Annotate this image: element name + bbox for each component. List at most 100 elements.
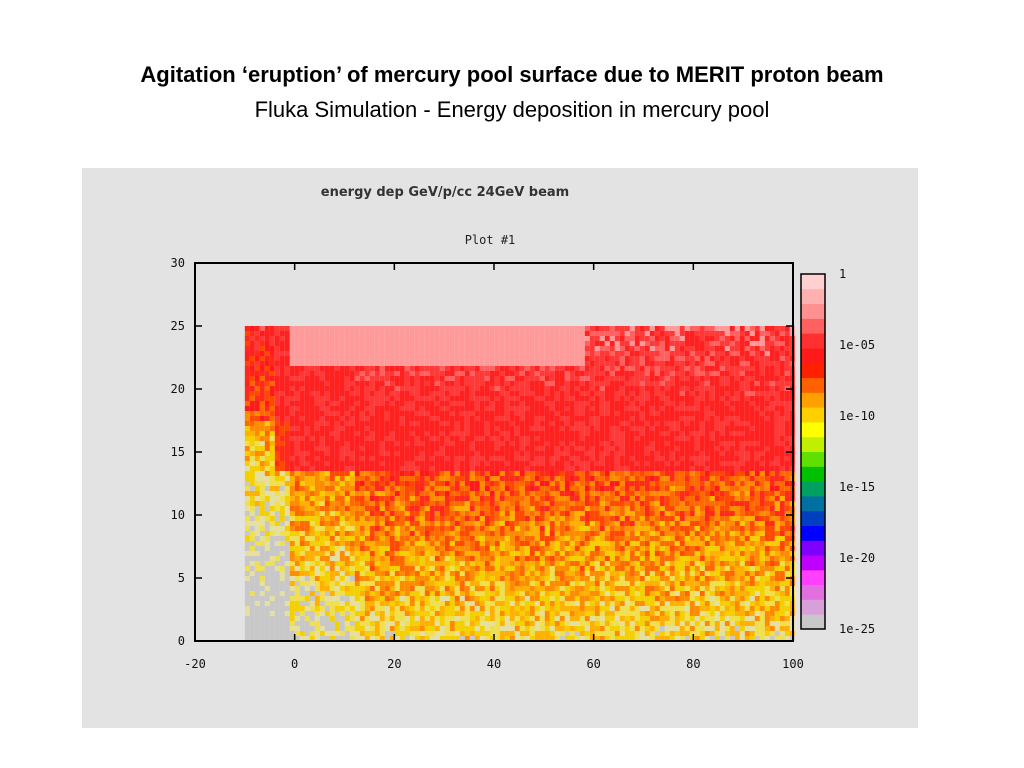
heatmap-cell bbox=[624, 506, 630, 511]
heatmap-cell bbox=[399, 551, 405, 556]
heatmap-cell bbox=[359, 436, 365, 441]
heatmap-cell bbox=[344, 356, 350, 361]
heatmap-cell bbox=[524, 391, 530, 396]
heatmap-cell bbox=[764, 376, 770, 381]
heatmap-cell bbox=[769, 536, 775, 541]
heatmap-cell bbox=[699, 491, 705, 496]
heatmap-cell bbox=[354, 331, 360, 336]
heatmap-cell bbox=[659, 476, 665, 481]
heatmap-cell bbox=[759, 341, 765, 346]
heatmap-cell bbox=[664, 441, 670, 446]
heatmap-cell bbox=[374, 361, 380, 366]
heatmap-cell bbox=[604, 491, 610, 496]
heatmap-cell bbox=[594, 461, 600, 466]
heatmap-cell bbox=[294, 441, 300, 446]
heatmap-cell bbox=[339, 431, 345, 436]
heatmap-cell bbox=[264, 386, 270, 391]
heatmap-cell bbox=[479, 446, 485, 451]
heatmap-cell bbox=[594, 546, 600, 551]
heatmap-cell bbox=[564, 346, 570, 351]
heatmap-cell bbox=[594, 326, 600, 331]
heatmap-cell bbox=[419, 476, 425, 481]
heatmap-cell bbox=[244, 331, 250, 336]
heatmap-cell bbox=[559, 516, 565, 521]
heatmap-cell bbox=[619, 346, 625, 351]
heatmap-cell bbox=[614, 386, 620, 391]
heatmap-cell bbox=[349, 506, 355, 511]
heatmap-cell bbox=[434, 376, 440, 381]
heatmap-cell bbox=[644, 496, 650, 501]
heatmap-cell bbox=[659, 391, 665, 396]
heatmap-cell bbox=[319, 501, 325, 506]
heatmap-cell bbox=[719, 356, 725, 361]
heatmap-cell bbox=[524, 516, 530, 521]
heatmap-cell bbox=[559, 506, 565, 511]
heatmap-cell bbox=[334, 506, 340, 511]
heatmap-cell bbox=[779, 531, 785, 536]
heatmap-cell bbox=[389, 441, 395, 446]
heatmap-cell bbox=[374, 526, 380, 531]
heatmap-cell bbox=[609, 346, 615, 351]
heatmap-cell bbox=[664, 351, 670, 356]
heatmap-cell bbox=[419, 481, 425, 486]
heatmap-cell bbox=[674, 476, 680, 481]
heatmap-cell bbox=[319, 421, 325, 426]
heatmap-cell bbox=[574, 541, 580, 546]
heatmap-cell bbox=[534, 521, 540, 526]
heatmap-cell bbox=[749, 356, 755, 361]
heatmap-cell bbox=[694, 396, 700, 401]
heatmap-cell bbox=[329, 466, 335, 471]
heatmap-cell bbox=[744, 421, 750, 426]
heatmap-cell bbox=[564, 501, 570, 506]
heatmap-cell bbox=[599, 376, 605, 381]
heatmap-cell bbox=[329, 441, 335, 446]
heatmap-cell bbox=[784, 481, 790, 486]
heatmap-cell bbox=[664, 366, 670, 371]
heatmap-cell bbox=[609, 331, 615, 336]
heatmap-cell bbox=[564, 361, 570, 366]
heatmap-cell bbox=[614, 471, 620, 476]
heatmap-cell bbox=[714, 471, 720, 476]
heatmap-cell bbox=[404, 346, 410, 351]
heatmap-cell bbox=[449, 536, 455, 541]
heatmap-cell bbox=[414, 336, 420, 341]
heatmap-cell bbox=[404, 426, 410, 431]
heatmap-cell bbox=[689, 381, 695, 386]
heatmap-cell bbox=[639, 526, 645, 531]
heatmap-cell bbox=[644, 361, 650, 366]
heatmap-cell bbox=[284, 481, 290, 486]
heatmap-cell bbox=[294, 471, 300, 476]
heatmap-cell bbox=[584, 381, 590, 386]
heatmap-cell bbox=[339, 406, 345, 411]
heatmap-cell bbox=[249, 546, 255, 551]
heatmap-cell bbox=[504, 426, 510, 431]
heatmap-cell bbox=[599, 431, 605, 436]
heatmap-cell bbox=[479, 531, 485, 536]
heatmap-cell bbox=[599, 336, 605, 341]
heatmap-cell bbox=[659, 531, 665, 536]
heatmap-cell bbox=[679, 401, 685, 406]
heatmap-cell bbox=[724, 441, 730, 446]
heatmap-cell bbox=[319, 366, 325, 371]
heatmap-cell bbox=[619, 441, 625, 446]
heatmap-cell bbox=[294, 336, 300, 341]
heatmap-cell bbox=[294, 421, 300, 426]
heatmap-cell bbox=[609, 386, 615, 391]
heatmap-cell bbox=[744, 431, 750, 436]
heatmap-cell bbox=[244, 366, 250, 371]
heatmap-cell bbox=[269, 326, 275, 331]
heatmap-cell bbox=[499, 391, 505, 396]
heatmap-cell bbox=[439, 521, 445, 526]
heatmap-cell bbox=[279, 426, 285, 431]
heatmap-cell bbox=[544, 461, 550, 466]
heatmap-cell bbox=[784, 506, 790, 511]
heatmap-cell bbox=[329, 351, 335, 356]
heatmap-cell bbox=[344, 421, 350, 426]
heatmap-cell bbox=[314, 451, 320, 456]
heatmap-cell bbox=[304, 466, 310, 471]
heatmap-cell bbox=[434, 411, 440, 416]
heatmap-cell bbox=[574, 416, 580, 421]
heatmap-cell bbox=[459, 501, 465, 506]
heatmap-cell bbox=[614, 436, 620, 441]
heatmap-cell bbox=[304, 446, 310, 451]
